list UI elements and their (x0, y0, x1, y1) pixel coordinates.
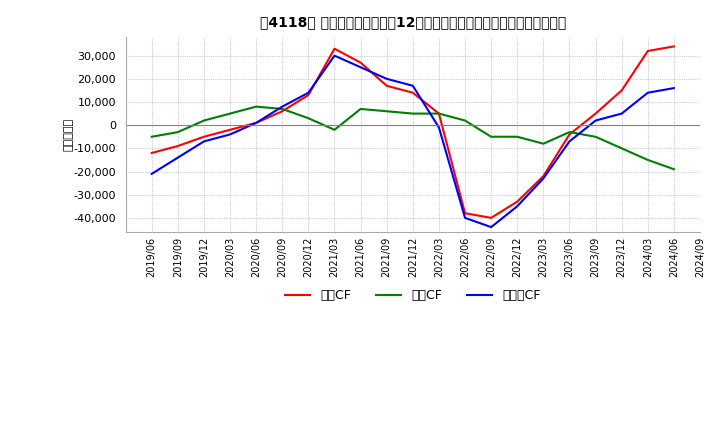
フリーCF (487, 224, 495, 230)
Line: 営業CF: 営業CF (152, 46, 674, 218)
投資CF (252, 104, 261, 109)
フリーCF (382, 76, 391, 81)
営業CF (226, 127, 235, 132)
投資CF (199, 118, 208, 123)
投資CF (356, 106, 365, 112)
営業CF (461, 211, 469, 216)
フリーCF (174, 155, 182, 160)
営業CF (513, 199, 521, 204)
営業CF (278, 109, 287, 114)
投資CF (513, 134, 521, 139)
フリーCF (199, 139, 208, 144)
営業CF (670, 44, 678, 49)
営業CF (252, 120, 261, 125)
投資CF (304, 116, 312, 121)
投資CF (278, 106, 287, 112)
投資CF (591, 134, 600, 139)
営業CF (408, 90, 417, 95)
フリーCF (435, 125, 444, 130)
営業CF (382, 83, 391, 88)
投資CF (408, 111, 417, 116)
Line: 投資CF: 投資CF (152, 106, 674, 169)
投資CF (174, 129, 182, 135)
フリーCF (278, 104, 287, 109)
営業CF (539, 173, 548, 179)
フリーCF (148, 171, 156, 176)
投資CF (644, 157, 652, 162)
投資CF (382, 109, 391, 114)
営業CF (356, 60, 365, 65)
投資CF (330, 127, 339, 132)
投資CF (565, 129, 574, 135)
営業CF (199, 134, 208, 139)
投資CF (435, 111, 444, 116)
投資CF (226, 111, 235, 116)
投資CF (539, 141, 548, 147)
フリーCF (226, 132, 235, 137)
フリーCF (670, 85, 678, 91)
フリーCF (644, 90, 652, 95)
フリーCF (591, 118, 600, 123)
投資CF (617, 146, 626, 151)
営業CF (435, 111, 444, 116)
フリーCF (304, 90, 312, 95)
投資CF (461, 118, 469, 123)
営業CF (644, 48, 652, 54)
営業CF (617, 88, 626, 93)
フリーCF (330, 53, 339, 58)
営業CF (174, 143, 182, 149)
営業CF (565, 132, 574, 137)
フリーCF (408, 83, 417, 88)
フリーCF (356, 65, 365, 70)
営業CF (591, 111, 600, 116)
投資CF (148, 134, 156, 139)
Line: フリーCF: フリーCF (152, 55, 674, 227)
投資CF (670, 167, 678, 172)
Title: ［4118］ キャッシュフローの12か月移動合計の対前年同期増減額の推移: ［4118］ キャッシュフローの12か月移動合計の対前年同期増減額の推移 (260, 15, 566, 29)
Legend: 営業CF, 投資CF, フリーCF: 営業CF, 投資CF, フリーCF (280, 284, 545, 307)
営業CF (304, 92, 312, 98)
フリーCF (252, 120, 261, 125)
フリーCF (513, 204, 521, 209)
フリーCF (565, 139, 574, 144)
フリーCF (539, 176, 548, 181)
フリーCF (461, 215, 469, 220)
Y-axis label: （百万円）: （百万円） (64, 118, 74, 151)
フリーCF (617, 111, 626, 116)
営業CF (487, 215, 495, 220)
投資CF (487, 134, 495, 139)
営業CF (330, 46, 339, 51)
営業CF (148, 150, 156, 156)
